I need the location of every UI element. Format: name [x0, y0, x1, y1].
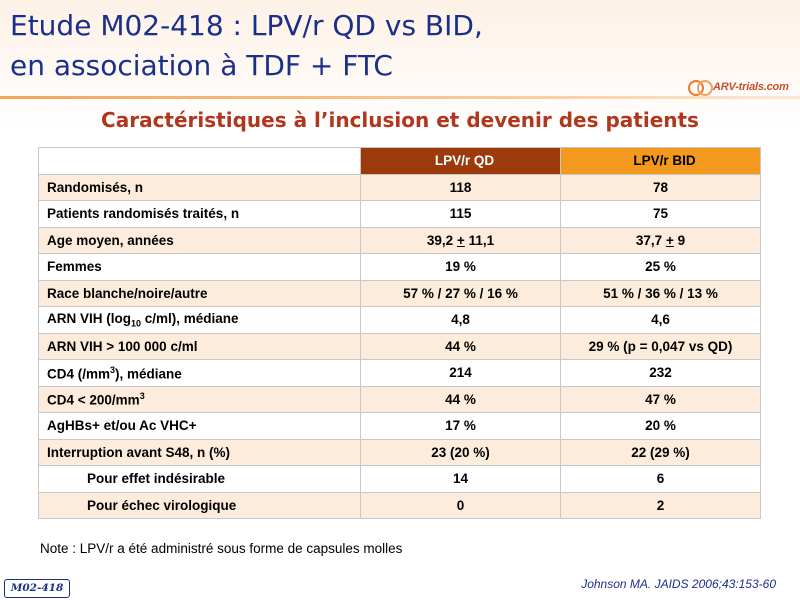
row-label: ARN VIH (log10 c/ml), médiane [38, 306, 361, 334]
row-label: Patients randomisés traités, n [38, 200, 361, 228]
row-label: Age moyen, années [38, 226, 361, 254]
table-row: CD4 < 200/mm3 44 % 47 % [38, 385, 761, 413]
cell-qd: 0 [360, 491, 561, 519]
table-row: Patients randomisés traités, n 115 75 [38, 200, 761, 228]
cell-bid: 78 [560, 173, 761, 201]
row-label: AgHBs+ et/ou Ac VHC+ [38, 412, 361, 440]
cell-qd: 23 (20 %) [360, 438, 561, 466]
cell-bid: 232 [560, 359, 761, 387]
table-row: AgHBs+ et/ou Ac VHC+ 17 % 20 % [38, 412, 761, 440]
cell-qd: 118 [360, 173, 561, 201]
slide-title: Etude M02-418 : LPV/r QD vs BID, en asso… [10, 6, 570, 86]
cell-qd: 44 % [360, 385, 561, 413]
cell-qd: 19 % [360, 253, 561, 281]
cell-bid: 37,7 + 9 [560, 226, 761, 254]
table-row: Pour effet indésirable 14 6 [38, 465, 761, 493]
slide-subtitle: Caractéristiques à l’inclusion et deveni… [101, 108, 699, 132]
cell-bid: 29 % (p = 0,047 vs QD) [560, 332, 761, 360]
row-label: ARN VIH > 100 000 c/ml [38, 332, 361, 360]
row-label: Femmes [38, 253, 361, 281]
cell-bid: 25 % [560, 253, 761, 281]
table-row: ARN VIH (log10 c/ml), médiane 4,8 4,6 [38, 306, 761, 334]
cell-qd: 57 % / 27 % / 16 % [360, 279, 561, 307]
cell-qd: 214 [360, 359, 561, 387]
patients-table: LPV/r QD LPV/r BID Randomisés, n 118 78 … [38, 147, 761, 519]
logo-text: ARV-trials.com [713, 81, 789, 93]
row-label: Randomisés, n [38, 173, 361, 201]
header-lpvr-bid: LPV/r BID [560, 147, 761, 175]
cell-qd: 17 % [360, 412, 561, 440]
row-label: CD4 < 200/mm3 [38, 385, 361, 413]
cell-qd: 4,8 [360, 306, 561, 334]
study-badge: M02-418 [4, 579, 70, 598]
title-line-1: Etude M02-418 : LPV/r QD vs BID, [10, 9, 483, 42]
arv-trials-logo: ARV-trials.com [688, 78, 789, 96]
cell-qd: 14 [360, 465, 561, 493]
table-header-row: LPV/r QD LPV/r BID [38, 147, 761, 175]
cell-bid: 51 % / 36 % / 13 % [560, 279, 761, 307]
cell-qd: 44 % [360, 332, 561, 360]
row-label: Pour effet indésirable [38, 465, 361, 493]
table-row: Interruption avant S48, n (%) 23 (20 %) … [38, 438, 761, 466]
cell-qd: 39,2 + 11,1 [360, 226, 561, 254]
cell-bid: 4,6 [560, 306, 761, 334]
cell-bid: 20 % [560, 412, 761, 440]
footnote: Note : LPV/r a été administré sous forme… [40, 541, 403, 556]
header-lpvr-qd: LPV/r QD [360, 147, 561, 175]
row-label: Interruption avant S48, n (%) [38, 438, 361, 466]
cell-bid: 6 [560, 465, 761, 493]
table-row: ARN VIH > 100 000 c/ml 44 % 29 % (p = 0,… [38, 332, 761, 360]
cell-qd: 115 [360, 200, 561, 228]
cell-bid: 47 % [560, 385, 761, 413]
table-row: CD4 (/mm3), médiane 214 232 [38, 359, 761, 387]
table-row: Pour échec virologique 0 2 [38, 491, 761, 519]
table-row: Randomisés, n 118 78 [38, 173, 761, 201]
row-label: Race blanche/noire/autre [38, 279, 361, 307]
table-row: Race blanche/noire/autre 57 % / 27 % / 1… [38, 279, 761, 307]
table-row: Age moyen, années 39,2 + 11,1 37,7 + 9 [38, 226, 761, 254]
title-line-2: en association à TDF + FTC [10, 49, 393, 82]
cell-bid: 2 [560, 491, 761, 519]
table-row: Femmes 19 % 25 % [38, 253, 761, 281]
row-label: CD4 (/mm3), médiane [38, 359, 361, 387]
cell-bid: 22 (29 %) [560, 438, 761, 466]
row-label: Pour échec virologique [38, 491, 361, 519]
title-divider [0, 96, 800, 99]
citation: Johnson MA. JAIDS 2006;43:153-60 [581, 577, 776, 591]
logo-rings-icon [688, 80, 713, 96]
header-blank [38, 147, 361, 175]
cell-bid: 75 [560, 200, 761, 228]
